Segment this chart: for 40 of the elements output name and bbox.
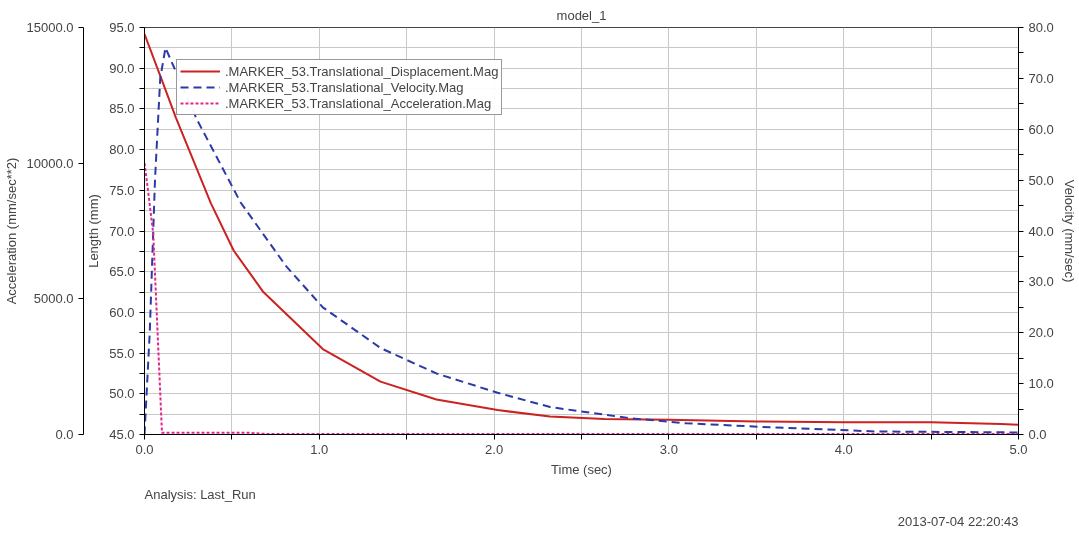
x-tick-label: 3.0 — [659, 441, 678, 457]
x-axis-title: Time (sec) — [551, 461, 612, 477]
y-tick-label: 75.0 — [109, 182, 135, 198]
y-tick-label: 80.0 — [109, 142, 135, 158]
x-tick-label: 1.0 — [310, 441, 329, 457]
legend-label: .MARKER_53.Translational_Acceleration.Mag — [225, 95, 492, 111]
y-tick-label: 65.0 — [109, 264, 135, 280]
y2-tick-label: 50.0 — [1028, 172, 1054, 188]
y-tick-label: 85.0 — [109, 101, 135, 117]
y2-tick-label: 70.0 — [1028, 70, 1054, 86]
y2-tick-label: 40.0 — [1028, 223, 1054, 239]
legend-label: .MARKER_53.Translational_Velocity.Mag — [225, 79, 464, 95]
y-tick-label: 95.0 — [109, 20, 135, 35]
x-tick-label: 4.0 — [834, 441, 853, 457]
y-tick-label: 60.0 — [109, 304, 135, 320]
y3-tick-label: 15000.0 — [26, 20, 74, 35]
y2-tick-label: 80.0 — [1028, 20, 1054, 35]
text: Analysis: Last_Run — [144, 486, 256, 502]
y2-tick-label: 10.0 — [1028, 376, 1054, 392]
y2-tick-label: 20.0 — [1028, 325, 1054, 341]
y3-axis-title: Acceleration (mm/sec**2) — [3, 157, 19, 305]
y2-tick-label: 0.0 — [1028, 427, 1047, 442]
y3-tick-label: 10000.0 — [26, 155, 74, 171]
y2-axis-title: Velocity (mm/sec) — [1061, 179, 1077, 283]
y-tick-label: 50.0 — [109, 386, 135, 402]
x-tick-label: 0.0 — [135, 441, 154, 457]
x-tick-label: 2.0 — [485, 441, 504, 457]
y-tick-label: 70.0 — [109, 223, 135, 239]
y-tick-label: 90.0 — [109, 60, 135, 76]
y3-tick-label: 0.0 — [55, 427, 74, 442]
y2-tick-label: 30.0 — [1028, 274, 1054, 290]
y-tick-label: 45.0 — [109, 427, 135, 442]
y3-tick-label: 5000.0 — [33, 291, 74, 307]
chart-title: model_1 — [556, 7, 607, 23]
x-tick-label: 5.0 — [1009, 441, 1028, 457]
text: 2013-07-04 22:20:43 — [897, 513, 1019, 529]
y-axis-title: Length (mm) — [86, 194, 102, 268]
legend-label: .MARKER_53.Translational_Displacement.Mag — [225, 63, 499, 79]
y-tick-label: 55.0 — [109, 345, 135, 361]
y2-tick-label: 60.0 — [1028, 121, 1054, 137]
